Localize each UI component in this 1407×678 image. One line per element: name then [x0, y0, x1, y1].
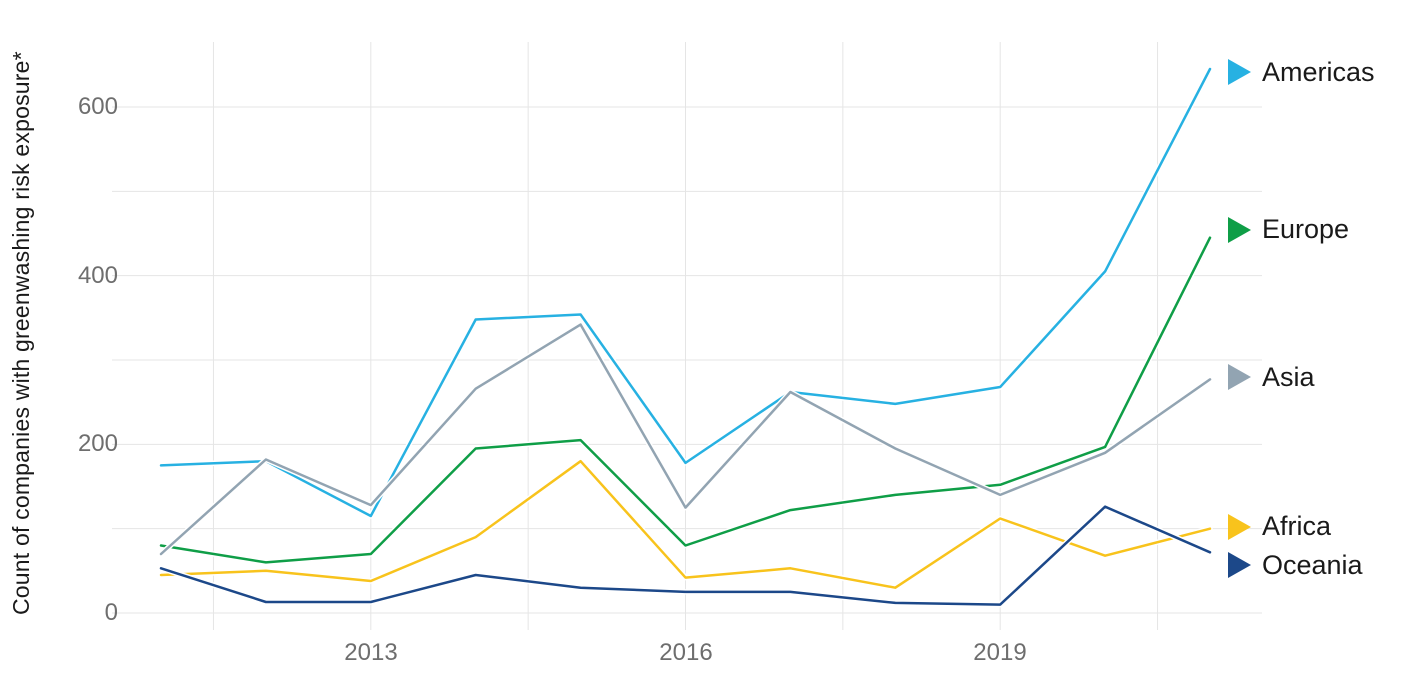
series-line-africa: [159, 459, 1212, 589]
legend-arrow-icon: [1228, 216, 1251, 243]
y-tick-label-400: 400: [77, 262, 118, 289]
x-tick-label-2016: 2016: [659, 639, 713, 666]
legend-label: Europe: [1262, 214, 1350, 245]
series-line-asia: [159, 323, 1212, 556]
legend-arrow-icon: [1228, 59, 1251, 86]
legend-arrow-icon: [1228, 364, 1251, 391]
legend-item-asia: Asia: [1228, 361, 1315, 393]
legend-item-africa: Africa: [1228, 511, 1331, 543]
legend-item-americas: Americas: [1228, 56, 1375, 88]
legend-item-europe: Europe: [1228, 214, 1349, 246]
series-line-oceania: [159, 505, 1212, 606]
y-tick-label-200: 200: [77, 430, 118, 457]
y-tick-label-0: 0: [104, 599, 118, 626]
legend-arrow-icon: [1228, 552, 1251, 579]
legend-label: Asia: [1262, 361, 1315, 392]
legend-label: Oceania: [1262, 549, 1363, 580]
legend-item-oceania: Oceania: [1228, 549, 1363, 581]
x-tick-label-2013: 2013: [344, 639, 398, 666]
x-tick-label-2019: 2019: [973, 639, 1027, 666]
legend-label: Africa: [1262, 511, 1332, 542]
series-line-americas: [159, 67, 1212, 518]
series-line-europe: [159, 236, 1212, 564]
y-tick-label-600: 600: [77, 93, 118, 120]
legend-label: Americas: [1262, 56, 1375, 87]
legend-arrow-icon: [1228, 513, 1251, 540]
